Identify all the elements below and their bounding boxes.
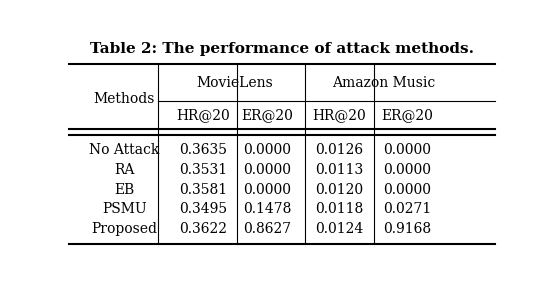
Text: ER@20: ER@20 — [382, 108, 433, 122]
Text: Amazon Music: Amazon Music — [333, 76, 436, 90]
Text: Proposed: Proposed — [91, 222, 157, 236]
Text: No Attack: No Attack — [89, 143, 160, 157]
Text: PSMU: PSMU — [102, 202, 146, 216]
Text: 0.0118: 0.0118 — [315, 202, 364, 216]
Text: 0.0000: 0.0000 — [243, 143, 291, 157]
Text: 0.8627: 0.8627 — [243, 222, 291, 236]
Text: 0.0000: 0.0000 — [243, 163, 291, 177]
Text: 0.0271: 0.0271 — [383, 202, 432, 216]
Text: 0.3495: 0.3495 — [179, 202, 227, 216]
Text: 0.0124: 0.0124 — [315, 222, 364, 236]
Text: 0.0000: 0.0000 — [383, 143, 432, 157]
Text: 0.3635: 0.3635 — [179, 143, 227, 157]
Text: 0.0113: 0.0113 — [315, 163, 364, 177]
Text: HR@20: HR@20 — [312, 108, 366, 122]
Text: 0.0120: 0.0120 — [315, 183, 364, 197]
Text: 0.0000: 0.0000 — [383, 183, 432, 197]
Text: 0.0000: 0.0000 — [383, 163, 432, 177]
Text: 0.3531: 0.3531 — [179, 163, 227, 177]
Text: 0.0000: 0.0000 — [243, 183, 291, 197]
Text: 0.0126: 0.0126 — [315, 143, 364, 157]
Text: ER@20: ER@20 — [241, 108, 293, 122]
Text: 0.3622: 0.3622 — [179, 222, 227, 236]
Text: HR@20: HR@20 — [176, 108, 230, 122]
Text: 0.1478: 0.1478 — [243, 202, 291, 216]
Text: EB: EB — [114, 183, 134, 197]
Text: Methods: Methods — [94, 92, 155, 106]
Text: 0.9168: 0.9168 — [383, 222, 432, 236]
Text: MovieLens: MovieLens — [196, 76, 273, 90]
Text: RA: RA — [114, 163, 134, 177]
Text: Table 2: The performance of attack methods.: Table 2: The performance of attack metho… — [90, 42, 474, 56]
Text: 0.3581: 0.3581 — [179, 183, 227, 197]
